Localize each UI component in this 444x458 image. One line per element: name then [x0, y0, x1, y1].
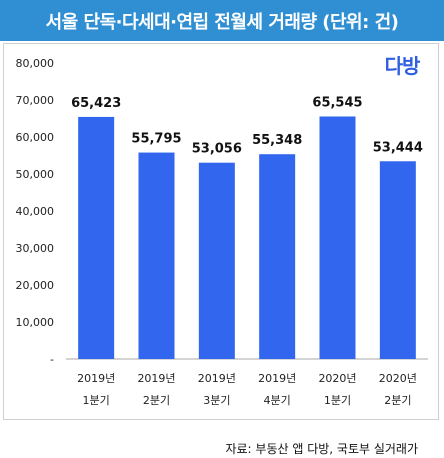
bar-value-label: 65,423	[71, 96, 121, 111]
x-tick-label: 2019년	[77, 372, 115, 385]
bar	[259, 154, 296, 359]
bar-value-label: 65,545	[312, 95, 362, 110]
bar	[379, 161, 416, 359]
x-tick-label: 2019년	[137, 372, 175, 385]
x-tick-label: 2020년	[318, 372, 356, 385]
y-tick-label: 20,000	[16, 279, 55, 292]
bar-value-label: 55,348	[252, 133, 302, 148]
x-tick-label: 1분기	[324, 394, 351, 407]
chart-frame	[3, 43, 439, 420]
x-tick-label: 2분기	[143, 394, 170, 407]
bar-value-label: 53,444	[373, 140, 423, 155]
y-tick-label: 80,000	[16, 57, 55, 70]
y-tick-label: 10,000	[16, 316, 55, 329]
x-tick-label: 3분기	[203, 394, 230, 407]
source-note: 자료: 부동산 앱 다방, 국토부 실거래가	[225, 442, 418, 456]
y-tick-label: 60,000	[16, 131, 55, 144]
bar	[319, 116, 356, 360]
bar-value-label: 53,056	[192, 142, 242, 157]
y-tick-label: 50,000	[16, 168, 55, 181]
bar	[198, 162, 235, 359]
x-tick-label: 1분기	[83, 394, 110, 407]
y-tick-label: 40,000	[16, 205, 55, 218]
x-tick-label: 2019년	[258, 372, 296, 385]
bar-chart: - 10,000 20,000 30,000 40,000 50,000 60,000 70,…	[16, 57, 428, 407]
x-tick-label: 2분기	[384, 394, 411, 407]
bar	[78, 116, 115, 359]
bar-value-label: 55,795	[131, 132, 181, 147]
dabang-logo: 다방	[384, 53, 421, 78]
y-tick-label: -	[50, 353, 54, 366]
y-tick-label: 70,000	[16, 94, 55, 107]
bar	[138, 152, 175, 359]
x-tick-label: 4분기	[264, 394, 291, 407]
chart-title: 서울 단독·다세대·연립 전월세 거래량 (단위: 건)	[0, 0, 444, 41]
y-tick-label: 30,000	[16, 242, 55, 255]
x-tick-label: 2019년	[198, 372, 236, 385]
x-tick-label: 2020년	[379, 372, 417, 385]
